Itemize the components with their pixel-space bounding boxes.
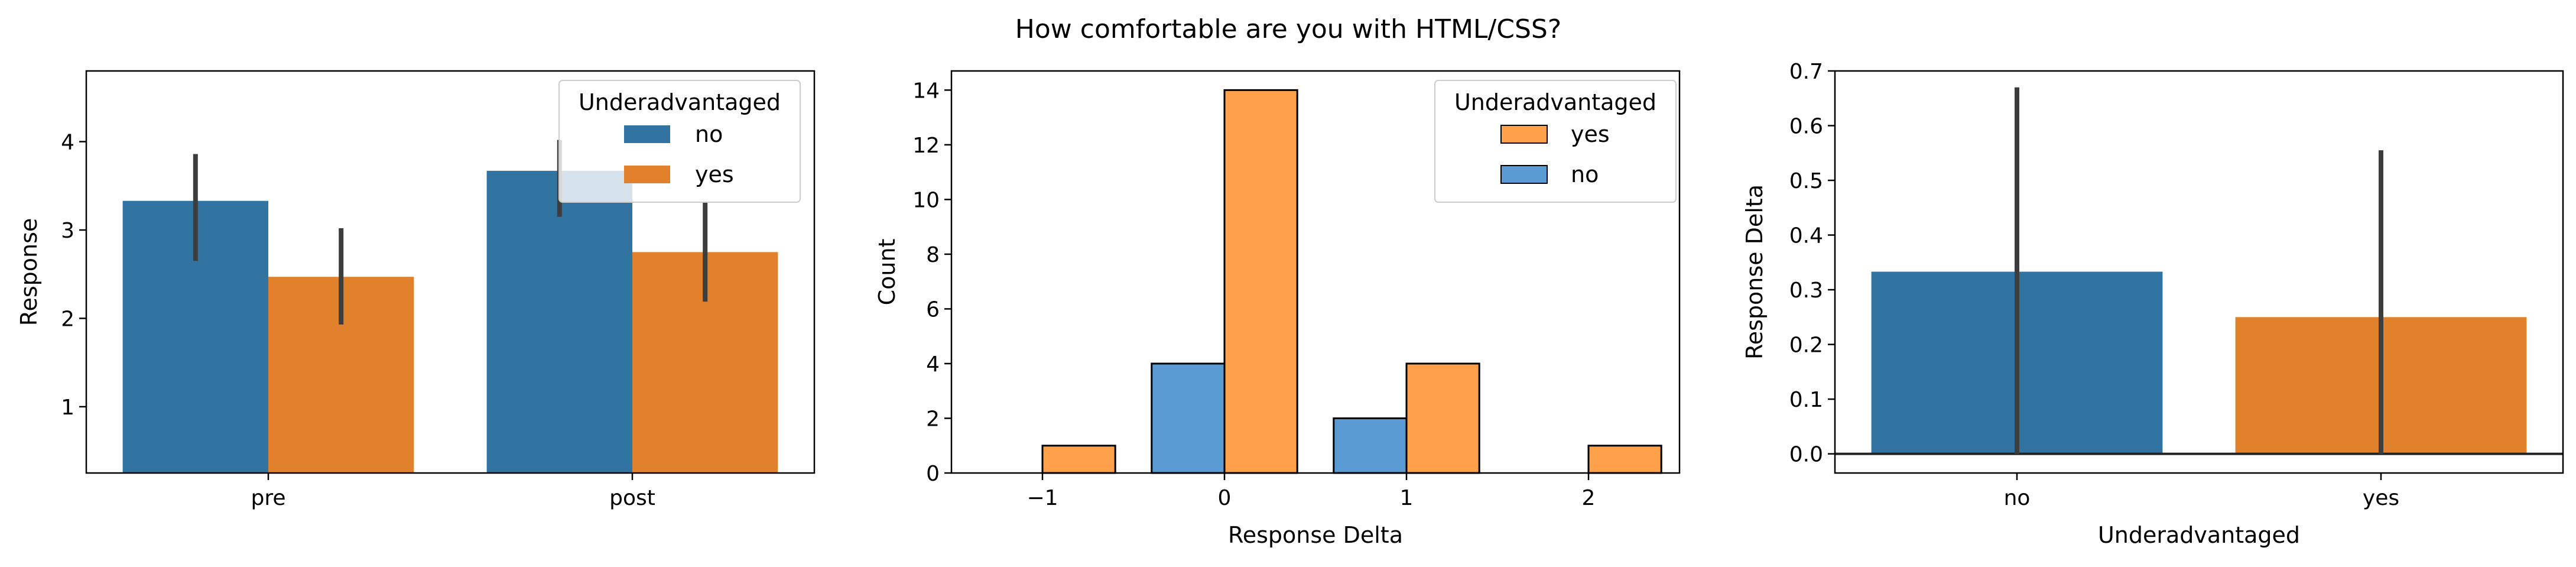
chart2-legend: Underadvantaged yes no: [1434, 80, 1677, 203]
chart3-y-tick-label: 0.2: [1789, 333, 1823, 358]
chart2-x-tick-label: 0: [1218, 486, 1232, 510]
chart1-y-tick-label: 2: [61, 307, 74, 331]
chart1-y-tick-label: 1: [61, 396, 74, 420]
chart1-y-tick-label: 3: [61, 219, 74, 243]
chart2-legend-title: Underadvantaged: [1454, 89, 1656, 115]
chart2-y-tick-label: 12: [912, 134, 940, 158]
chart3-x-tick-label: no: [2004, 486, 2031, 510]
chart1-plot-frame: [85, 70, 816, 474]
chart2-bars: [1041, 89, 1662, 474]
chart3-x-axis-label: Underadvantaged: [2098, 522, 2300, 548]
chart3-y-tick-label: 0.6: [1789, 115, 1823, 139]
chart1-legend: Underadvantaged no yes: [558, 80, 801, 203]
chart3-y-tick-label: 0.7: [1789, 60, 1823, 84]
chart1-y-ticks: 1 2 3 4: [61, 131, 86, 420]
chart2-legend-frame: [1434, 80, 1677, 203]
chart3-y-tick-label: 0.5: [1789, 169, 1823, 193]
chart1-x-ticks: pre post: [251, 473, 655, 510]
chart2-legend-swatch-yes: [1500, 125, 1548, 144]
chart1-legend-title: Underadvantaged: [579, 89, 781, 115]
chart3-y-ticks: 0.0 0.1 0.2 0.3 0.4 0.5 0.6 0.7: [1789, 60, 1835, 467]
chart1-x-tick-label: pre: [251, 486, 285, 510]
chart-response-delta-by-group: 0.0 0.1 0.2 0.3 0.4 0.5 0.6 0.7 no yes Underadva…: [1742, 60, 2564, 548]
chart1-bar-post-no: [486, 170, 632, 473]
chart2-legend-swatch-no: [1500, 165, 1548, 184]
chart1-legend-label-no: no: [695, 121, 723, 147]
chart1-x-tick-label: post: [609, 486, 655, 510]
chart2-legend-label-no: no: [1571, 161, 1599, 187]
chart2-y-tick-label: 6: [926, 297, 940, 322]
chart3-x-ticks: no yes: [2004, 473, 2399, 510]
chart1-y-tick-label: 4: [61, 131, 74, 155]
chart2-bar-yes-0: [1041, 445, 1116, 474]
chart2-y-axis-label: Count: [874, 239, 900, 306]
chart1-y-axis-label: Response: [16, 218, 42, 326]
chart1-bars: [122, 170, 778, 473]
chart2-y-tick-label: 14: [912, 79, 940, 103]
chart2-bar-no-1: [1151, 362, 1226, 474]
chart3-y-tick-label: 0.4: [1789, 224, 1823, 248]
chart2-legend-label-yes: yes: [1571, 121, 1610, 147]
chart2-x-tick-label: 1: [1400, 486, 1414, 510]
chart3-y-tick-label: 0.0: [1789, 443, 1823, 467]
chart1-legend-swatch-no: [624, 125, 670, 143]
chart3-y-axis-label: Response Delta: [1742, 184, 1768, 359]
chart2-y-tick-label: 8: [926, 243, 940, 267]
chart2-y-tick-label: 4: [926, 352, 940, 377]
chart1-legend-swatch-yes: [624, 166, 670, 183]
chart2-x-tick-label: 2: [1582, 486, 1596, 510]
chart3-y-tick-label: 0.3: [1789, 278, 1823, 303]
chart1-legend-frame: [558, 80, 801, 203]
chart2-bar-yes-3: [1587, 445, 1662, 474]
chart1-legend-label-yes: yes: [695, 161, 734, 187]
chart2-x-ticks: −1 0 1 2: [1026, 473, 1595, 510]
chart2-bar-no-2: [1333, 417, 1408, 474]
chart3-y-tick-label: 0.1: [1789, 388, 1823, 412]
chart2-plot-frame: [950, 70, 1681, 474]
chart2-y-tick-label: 0: [926, 462, 940, 486]
chart3-errorbars: [2015, 87, 2383, 454]
chart3-x-tick-label: yes: [2363, 486, 2399, 510]
figure-suptitle: How comfortable are you with HTML/CSS?: [1015, 14, 1561, 44]
chart3-bars: [1871, 271, 2527, 454]
chart2-x-tick-label: −1: [1026, 486, 1058, 510]
chart3-plot-frame: [1834, 70, 2564, 474]
chart2-y-tick-label: 10: [912, 188, 940, 212]
chart2-y-ticks: 0 2 4 6 8 10 12 14: [912, 79, 951, 486]
chart2-bar-yes-1: [1223, 89, 1298, 474]
chart-response-pre-post: 1 2 3 4 pre post Response Underadvantaged no…: [16, 70, 816, 510]
chart2-x-axis-label: Response Delta: [1228, 522, 1403, 548]
chart2-y-tick-label: 2: [926, 407, 940, 431]
chart2-bar-yes-2: [1405, 362, 1480, 474]
